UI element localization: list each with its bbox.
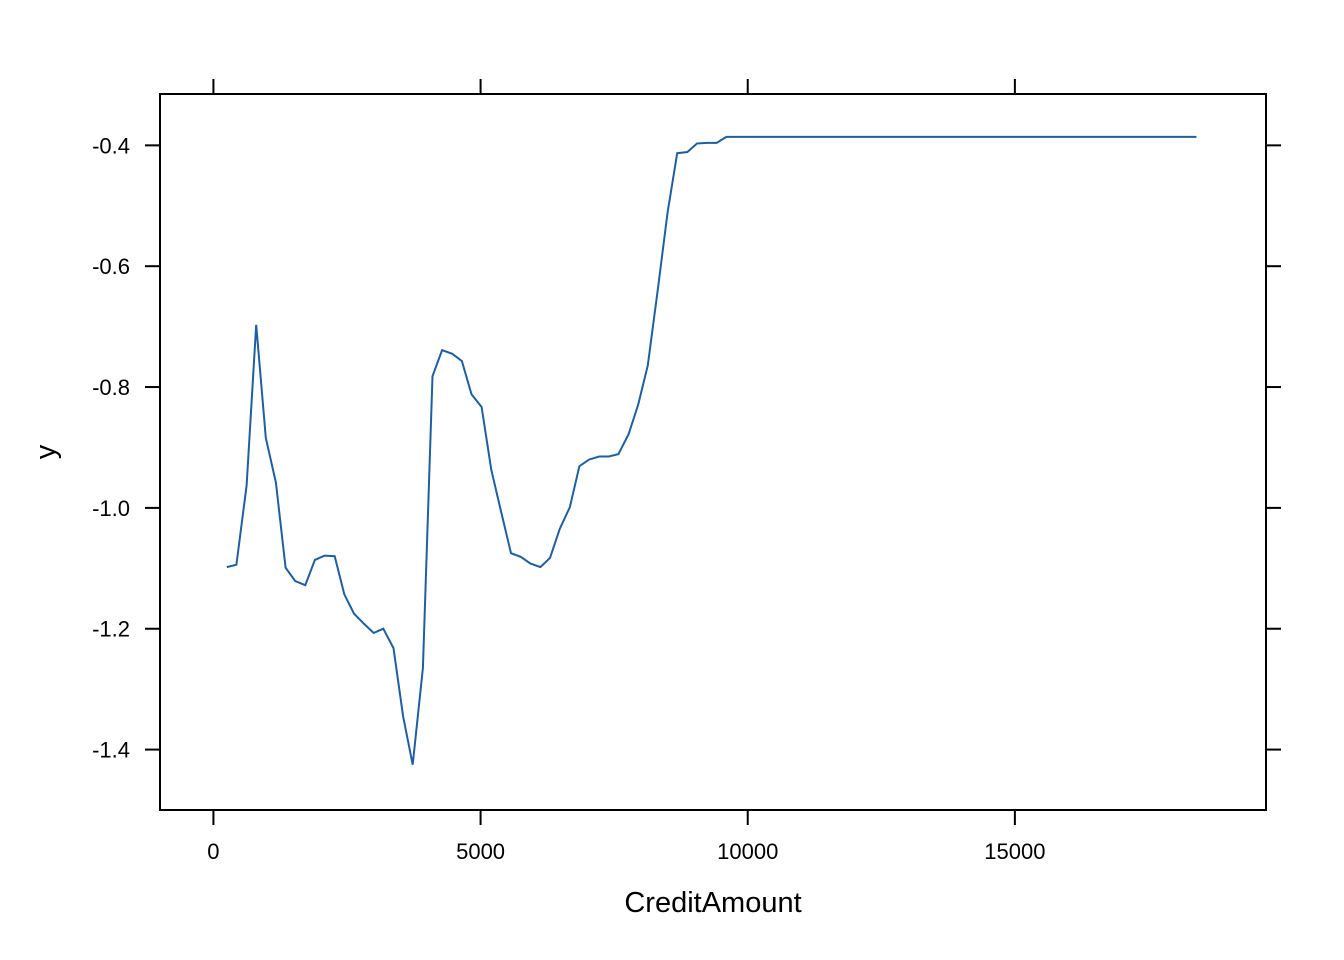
y-tick-label: -1.0 (92, 496, 130, 521)
y-axis: -1.4 -1.2 -1.0 -0.8 -0.6 -0.4 (92, 133, 1281, 763)
y-tick-label: -0.4 (92, 133, 130, 158)
y-tick-label: -0.6 (92, 254, 130, 279)
x-tick-label: 5000 (456, 839, 505, 864)
x-axis: 0 5000 10000 15000 (207, 79, 1045, 864)
series-line (226, 135, 1197, 765)
x-tick-label: 0 (207, 839, 219, 864)
plot-frame (159, 93, 1267, 811)
y-axis-title: y (30, 444, 62, 459)
y-tick-label: -1.4 (92, 738, 130, 763)
y-tick-label: -0.8 (92, 375, 130, 400)
x-axis-title: CreditAmount (624, 887, 801, 919)
y-tick-label: -1.2 (92, 617, 130, 642)
x-tick-label: 10000 (717, 839, 778, 864)
x-tick-label: 15000 (984, 839, 1045, 864)
